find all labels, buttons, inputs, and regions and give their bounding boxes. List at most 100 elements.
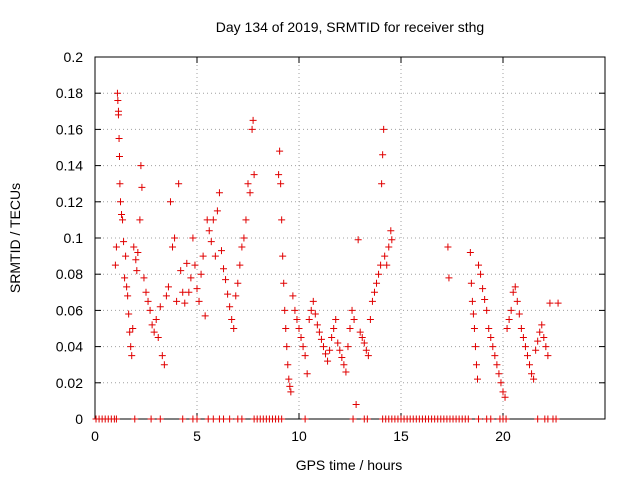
data-point [115, 134, 123, 142]
data-point [193, 415, 201, 423]
data-point [140, 274, 148, 282]
y-tick-label: 0.2 [64, 49, 84, 65]
data-point [487, 415, 495, 423]
data-point [485, 325, 493, 332]
data-point [177, 267, 185, 275]
x-tick-label: 5 [193, 428, 201, 444]
data-point [193, 285, 201, 293]
data-point [142, 288, 150, 296]
data-point [499, 388, 507, 396]
data-point [303, 370, 311, 378]
data-markers [92, 89, 562, 423]
data-point [244, 180, 252, 188]
data-point [154, 334, 162, 342]
data-point [467, 279, 475, 287]
data-point [187, 274, 195, 282]
data-point [250, 171, 258, 179]
data-point [278, 216, 286, 224]
data-point [469, 310, 477, 318]
data-point [173, 297, 181, 305]
data-point [324, 357, 332, 365]
data-point [313, 321, 321, 329]
y-tick-label: 0.18 [56, 85, 83, 101]
data-point [236, 261, 244, 269]
data-point [201, 312, 209, 320]
data-point [169, 243, 177, 251]
data-point [148, 321, 156, 329]
data-point [132, 256, 140, 264]
data-point [383, 261, 391, 269]
y-tick-label: 0.16 [56, 121, 83, 137]
data-point [138, 183, 146, 191]
data-point [209, 415, 217, 423]
data-point [468, 297, 476, 305]
data-point [156, 415, 164, 423]
data-point [249, 116, 257, 124]
data-point [238, 415, 246, 423]
data-point [128, 352, 136, 360]
data-point [125, 310, 133, 318]
data-point [540, 334, 548, 342]
data-point [281, 306, 289, 314]
data-point [276, 147, 284, 155]
data-point [131, 415, 139, 423]
data-point [491, 352, 499, 360]
data-point [340, 361, 348, 369]
data-point [297, 334, 305, 342]
data-point [538, 321, 546, 329]
data-point [332, 315, 340, 323]
data-point [289, 292, 297, 300]
data-point [475, 261, 483, 269]
data-point [129, 325, 137, 332]
data-point [189, 234, 197, 242]
data-point [493, 361, 501, 369]
data-point [542, 343, 550, 351]
data-point [309, 297, 317, 305]
data-point [195, 297, 203, 305]
data-point [477, 270, 485, 278]
data-point [322, 350, 330, 358]
data-point [144, 297, 152, 305]
data-point [217, 247, 225, 255]
data-point [205, 227, 213, 235]
data-point [248, 125, 256, 133]
y-axis-label: SRMTID / TECUs [7, 183, 23, 293]
data-point [378, 180, 386, 188]
data-point [503, 325, 511, 332]
data-point [497, 379, 505, 387]
data-point [114, 96, 122, 104]
data-point [238, 243, 246, 251]
data-point [502, 415, 510, 423]
data-point [224, 290, 232, 298]
data-point [209, 216, 217, 224]
tick-labels: 0 5 10 15 20 0 0.02 0.04 0.06 0.08 0.1 0.12 0.14 0.16… [56, 49, 511, 444]
data-point [279, 252, 287, 260]
data-point [127, 343, 135, 351]
data-point [126, 328, 134, 336]
y-tick-label: 0.06 [56, 302, 83, 318]
data-point [387, 227, 395, 235]
data-point [536, 328, 544, 336]
data-point [350, 315, 358, 323]
data-point [136, 216, 144, 224]
data-point [282, 325, 290, 332]
data-point [197, 270, 205, 278]
data-point [228, 315, 236, 323]
data-point [344, 343, 352, 351]
data-point [283, 343, 291, 351]
data-point [501, 393, 509, 401]
data-point [444, 243, 452, 251]
data-point [181, 299, 189, 307]
data-point [120, 238, 128, 246]
x-tick-label: 15 [393, 428, 409, 444]
data-point [526, 361, 534, 369]
data-point [185, 288, 193, 296]
data-point [112, 243, 120, 251]
data-point [160, 361, 168, 369]
data-point [226, 303, 234, 311]
data-point [122, 252, 130, 260]
data-point [280, 279, 288, 287]
data-point [285, 375, 293, 383]
data-point [287, 388, 295, 396]
y-tick-label: 0.02 [56, 375, 83, 391]
